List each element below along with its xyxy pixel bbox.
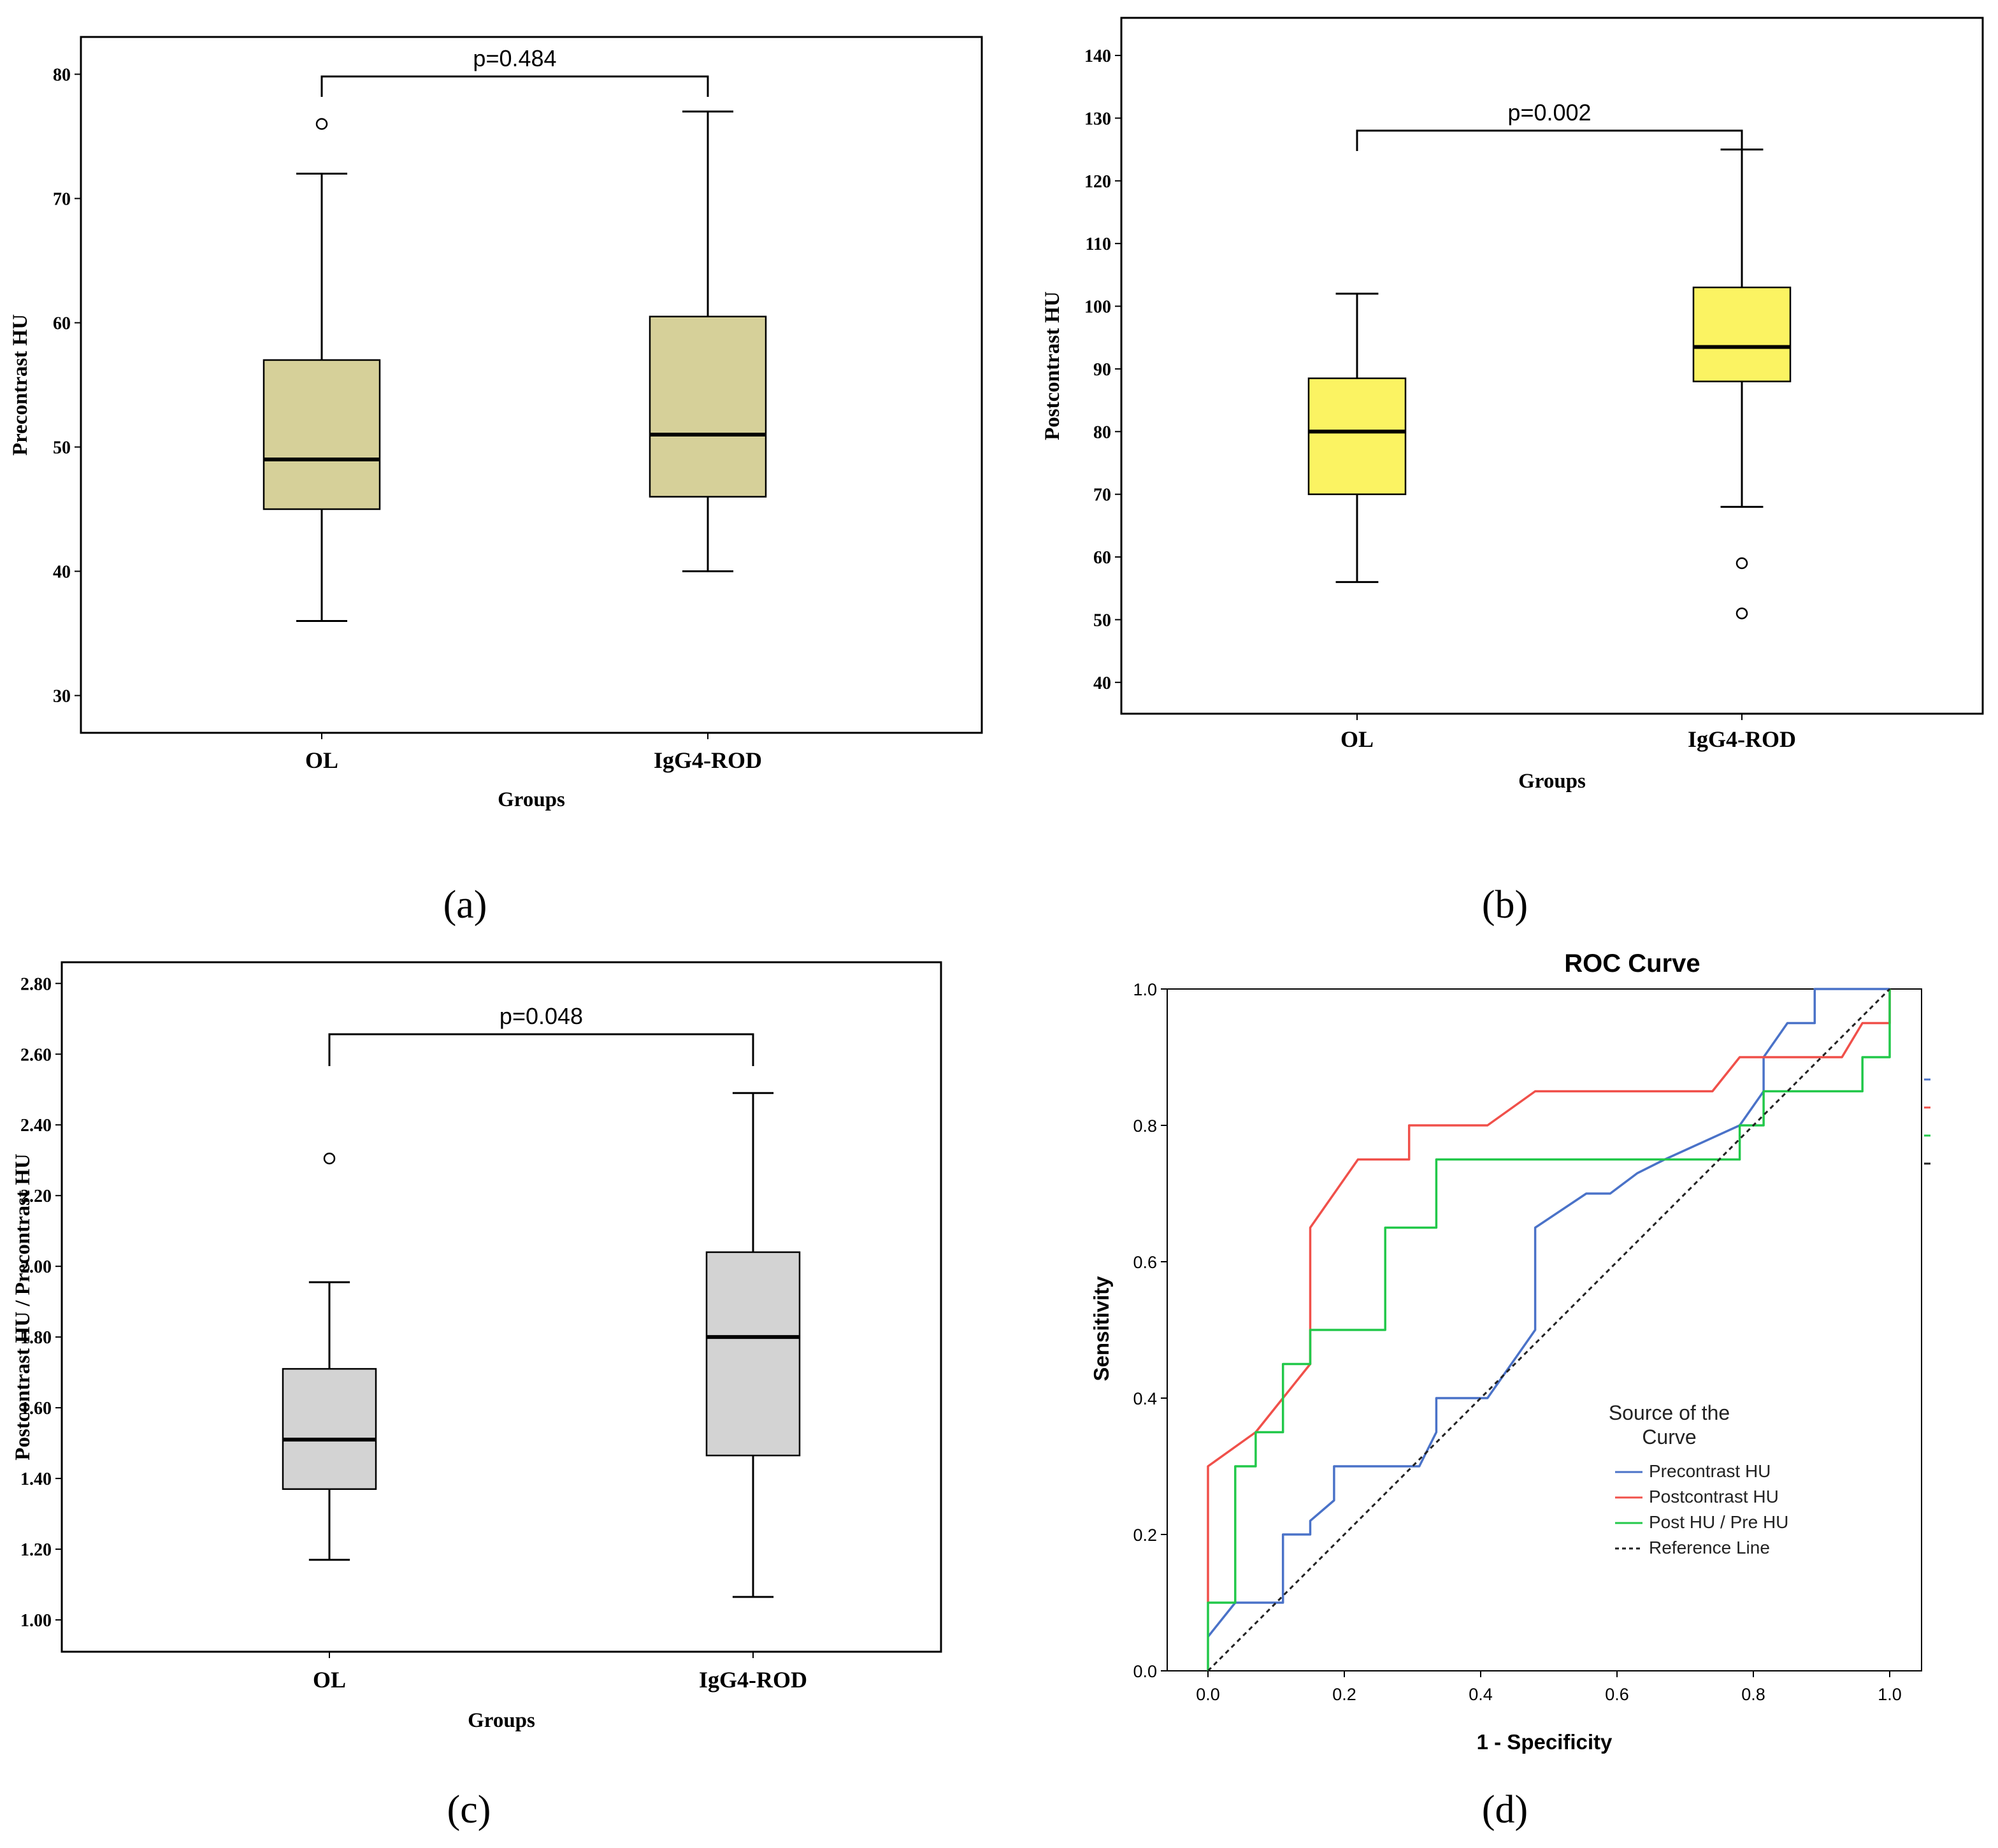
panel-b-ytick-label: 60 [1093,548,1111,568]
roc-curve-post-hu-pre-hu [1207,989,1891,1671]
panel-b-significance-bracket [1356,129,1743,151]
roc-xlabel: 1 - Specificity [1477,1730,1613,1754]
panel-c-ytick-label: 2.80 [20,974,52,994]
panel-a-significance-bracket [320,75,709,97]
panel-d: ROC Curve 0.0 0.2 0.4 0.6 0.8 1.0 0.0 0.2 0.4 0.6 0… [1089,949,1930,1831]
panel-c-box [282,1368,377,1491]
panel-a-p-value: p=0.484 [473,45,556,71]
panel-a-ytick-label: 50 [53,438,71,458]
panel-a-category-label: IgG4-ROD [654,747,762,773]
panel-c-p-value: p=0.048 [500,1003,583,1029]
panel-c-category-label: IgG4-ROD [699,1667,807,1693]
panel-c-ytick-label: 1.40 [20,1469,52,1489]
panel-b-ytick-label: 100 [1084,298,1111,317]
panel-b-ytick-label: 40 [1093,674,1111,693]
panel-d-plot-frame [1167,988,1922,1671]
panel-c-label: (c) [447,1788,491,1831]
panel-a-plot-frame [80,36,983,734]
roc-xtick-label: 0.8 [1741,1685,1765,1704]
panel-c-xlabel: Groups [468,1709,535,1732]
roc-ytick-label: 0.2 [1133,1526,1157,1545]
panel-c-ytick-label: 2.20 [20,1187,52,1206]
panel-a-ytick-label: 60 [53,314,71,334]
panel-a-ytick-label: 70 [53,190,71,210]
panel-c-ytick-label: 1.60 [20,1399,52,1418]
panel-b-ylabel: Postcontrast HU [1041,291,1064,440]
panel-a-xlabel: Groups [498,788,565,811]
roc-ytick-label: 0.8 [1133,1116,1157,1136]
roc-legend-label: Precontrast HU [1649,1461,1771,1481]
panel-a-ytick-label: 80 [53,66,71,85]
panel-d-label: (d) [1482,1788,1528,1831]
panel-a-label: (a) [443,883,487,927]
panel-c-category-label: OL [313,1667,346,1693]
roc-xtick-label: 1.0 [1878,1685,1902,1704]
panel-c-ytick-label: 2.40 [20,1116,52,1136]
panel-b-ytick-label: 90 [1093,360,1111,380]
panel-b: 40 50 60 70 80 90 100 110 120 130 140 Postcontrast … [1041,17,1984,927]
roc-legend-label: Post HU / Pre HU [1649,1512,1788,1532]
panel-b-category-label: IgG4-ROD [1688,726,1796,752]
roc-ytick-label: 1.0 [1133,980,1157,999]
panel-b-plot-frame [1120,17,1984,715]
roc-xtick-label: 0.4 [1469,1685,1493,1704]
panel-b-ytick-label: 120 [1084,172,1111,192]
panel-b-box [1307,377,1407,495]
panel-a-ylabel: Precontrast HU [9,314,32,456]
panel-b-xlabel: Groups [1518,770,1586,793]
roc-legend-label: Reference Line [1649,1538,1770,1557]
panel-c-plot-frame [61,961,942,1653]
panel-c-ytick-label: 2.00 [20,1257,52,1277]
panel-b-ytick-label: 110 [1086,235,1111,254]
panel-c: 1.00 1.20 1.40 1.60 1.80 2.00 2.20 2.40 2.60 2.80… [11,961,942,1831]
panel-c-ytick-label: 2.60 [20,1045,52,1065]
roc-title: ROC Curve [1564,949,1700,978]
roc-legend-title-line2: Curve [1642,1426,1696,1448]
roc-xtick-label: 0.0 [1196,1685,1220,1704]
roc-ylabel: Sensitivity [1089,1276,1113,1382]
panel-a-outlier-point [315,118,328,130]
panel-b-ytick-label: 70 [1093,486,1111,505]
panel-a-ytick-label: 30 [53,687,71,707]
panel-b-ytick-label: 140 [1084,47,1111,66]
panel-a: 30 40 50 60 70 80 Precontrast HU Groups OL IgG4-R… [9,36,983,927]
panel-c-box [705,1251,801,1457]
panel-b-outlier-point [1736,557,1748,570]
panel-c-ylabel: Postcontrast HU / Precontrast HU [11,1153,34,1461]
panel-b-ytick-label: 50 [1093,610,1111,630]
roc-xtick-label: 0.6 [1605,1685,1629,1704]
panel-a-category-label: OL [305,747,338,773]
roc-ytick-label: 0.4 [1133,1389,1157,1408]
panel-b-ytick-label: 80 [1093,422,1111,442]
panel-b-box [1692,286,1792,382]
roc-curve-precontrast-hu [1207,988,1890,1638]
roc-curve-postcontrast-hu [1207,989,1891,1603]
panel-c-significance-bracket [328,1033,754,1066]
panel-b-category-label: OL [1340,726,1374,752]
roc-curve-reference-line [1207,988,1891,1672]
roc-xtick-label: 0.2 [1332,1685,1356,1704]
roc-ytick-label: 0.0 [1133,1662,1157,1681]
roc-ytick-label: 0.6 [1133,1253,1157,1272]
panel-b-label: (b) [1482,883,1528,927]
panel-a-box [649,315,767,498]
panel-c-ytick-label: 1.80 [20,1328,52,1348]
panel-c-ytick-label: 1.00 [20,1611,52,1631]
panel-b-ytick-label: 130 [1084,109,1111,129]
panel-b-p-value: p=0.002 [1507,99,1591,126]
roc-legend-label: Postcontrast HU [1649,1487,1779,1506]
roc-legend-title-line1: Source of the [1609,1401,1730,1424]
panel-a-box [262,359,381,510]
panel-c-outlier-point [323,1152,336,1165]
panel-b-outlier-point [1736,607,1748,619]
panel-c-ytick-label: 1.20 [20,1540,52,1560]
panel-a-ytick-label: 40 [53,563,71,582]
